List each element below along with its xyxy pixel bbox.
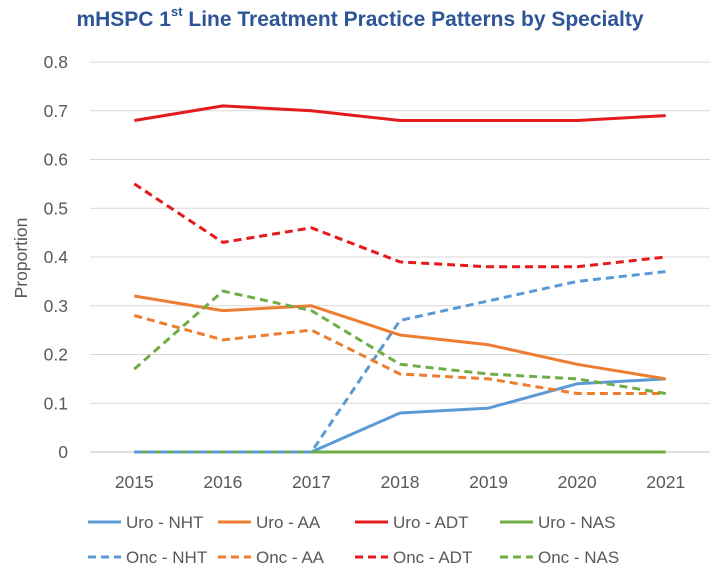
series-line — [133, 182, 666, 269]
x-tick-label: 2019 — [469, 472, 508, 492]
y-tick-label: 0.5 — [44, 198, 68, 218]
series-line — [133, 289, 666, 395]
legend-label: Onc - AA — [256, 548, 325, 567]
y-tick-label: 0 — [58, 442, 68, 462]
x-tick-label: 2021 — [646, 472, 685, 492]
legend-label: Onc - NAS — [538, 548, 619, 567]
legend-label: Uro - ADT — [393, 513, 469, 532]
legend-label: Onc - ADT — [393, 548, 472, 567]
x-tick-label: 2016 — [203, 472, 242, 492]
chart-title-main: mHSPC 1 — [76, 8, 171, 31]
y-tick-label: 0.6 — [44, 150, 68, 170]
series-lines — [133, 104, 666, 454]
y-tick-label: 0.1 — [44, 393, 68, 413]
y-tick-label: 0.3 — [44, 296, 68, 316]
legend-label: Uro - AA — [256, 513, 321, 532]
y-tick-label: 0.4 — [44, 247, 69, 267]
chart-title-sup: st — [170, 4, 183, 19]
x-tick-label: 2020 — [558, 472, 597, 492]
x-tick-label: 2015 — [115, 472, 154, 492]
x-tick-label: 2018 — [381, 472, 420, 492]
legend-label: Uro - NHT — [126, 513, 203, 532]
series-line — [134, 104, 666, 122]
y-tick-label: 0.7 — [44, 101, 68, 121]
series-line — [133, 314, 666, 395]
y-tick-label: 0.8 — [44, 52, 68, 72]
y-axis-label: Proportion — [11, 218, 31, 299]
legend-label: Onc - NHT — [126, 548, 207, 567]
y-axis-ticks: 0 0.1 0.2 0.3 0.4 0.5 0.6 0.7 0.8 — [44, 52, 69, 462]
y-tick-label: 0.2 — [44, 345, 68, 365]
series-line — [134, 294, 666, 381]
chart-title-rest: Line Treatment Practice Patterns by Spec… — [182, 8, 644, 31]
legend: Uro - NHT Uro - AA Uro - ADT Uro - NAS Onc -… — [88, 513, 619, 567]
x-tick-label: 2017 — [292, 472, 331, 492]
legend-label: Uro - NAS — [538, 513, 615, 532]
x-axis-ticks: 2015 2016 2017 2018 2019 2020 2021 — [115, 472, 685, 492]
series-line — [134, 377, 666, 454]
chart-title: mHSPC 1st Line Treatment Practice Patter… — [0, 4, 720, 32]
